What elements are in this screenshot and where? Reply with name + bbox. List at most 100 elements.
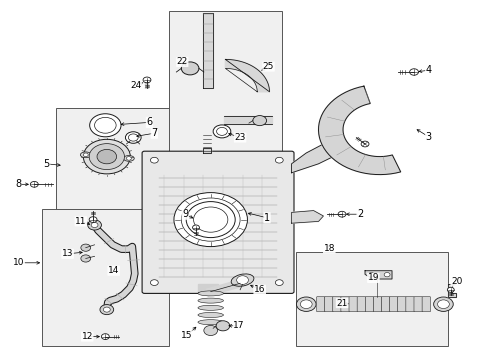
Circle shape: [128, 134, 138, 141]
Circle shape: [237, 276, 248, 284]
Circle shape: [90, 114, 121, 137]
Polygon shape: [225, 59, 270, 92]
Text: 6: 6: [147, 117, 152, 127]
Text: 17: 17: [233, 321, 245, 330]
Circle shape: [216, 321, 230, 331]
Circle shape: [204, 325, 218, 336]
FancyBboxPatch shape: [142, 151, 294, 293]
Text: 4: 4: [426, 65, 432, 75]
Circle shape: [338, 211, 346, 217]
Text: 8: 8: [15, 179, 21, 189]
Polygon shape: [198, 284, 218, 292]
Circle shape: [91, 222, 98, 228]
Circle shape: [143, 77, 151, 83]
Polygon shape: [318, 86, 401, 175]
FancyBboxPatch shape: [414, 297, 422, 312]
Circle shape: [83, 153, 88, 157]
Circle shape: [88, 220, 101, 230]
FancyBboxPatch shape: [357, 297, 366, 312]
Circle shape: [213, 125, 231, 138]
FancyBboxPatch shape: [341, 297, 349, 312]
Text: 7: 7: [151, 128, 157, 138]
Circle shape: [89, 144, 124, 170]
Circle shape: [174, 193, 247, 247]
Text: 20: 20: [451, 277, 463, 286]
Circle shape: [368, 273, 374, 277]
Circle shape: [217, 127, 227, 135]
FancyBboxPatch shape: [365, 297, 374, 312]
Text: 3: 3: [426, 132, 432, 142]
Polygon shape: [203, 148, 211, 153]
Text: 25: 25: [263, 62, 274, 71]
FancyBboxPatch shape: [382, 297, 390, 312]
Text: 1: 1: [264, 213, 270, 223]
Circle shape: [150, 280, 158, 285]
Text: 14: 14: [108, 266, 120, 275]
Text: 22: 22: [177, 57, 188, 66]
Ellipse shape: [198, 312, 223, 318]
Circle shape: [89, 217, 97, 222]
Text: 24: 24: [131, 81, 142, 90]
Text: 16: 16: [254, 285, 266, 294]
Circle shape: [81, 255, 91, 262]
Circle shape: [103, 307, 110, 312]
Circle shape: [300, 300, 312, 309]
Bar: [42, 209, 169, 346]
Text: 18: 18: [323, 244, 335, 253]
FancyBboxPatch shape: [390, 297, 398, 312]
Ellipse shape: [123, 156, 134, 161]
Text: 11: 11: [75, 217, 87, 226]
Text: 10: 10: [13, 258, 24, 267]
FancyBboxPatch shape: [317, 297, 325, 312]
Text: 2: 2: [357, 209, 363, 219]
Circle shape: [186, 202, 235, 238]
Circle shape: [83, 139, 130, 174]
Bar: [56, 108, 174, 209]
Ellipse shape: [198, 298, 223, 303]
Text: 9: 9: [182, 209, 188, 219]
Ellipse shape: [198, 320, 223, 325]
Ellipse shape: [198, 305, 223, 310]
Bar: [296, 252, 448, 346]
Text: 23: 23: [234, 133, 246, 142]
Circle shape: [253, 116, 267, 126]
Polygon shape: [365, 271, 392, 279]
FancyBboxPatch shape: [333, 297, 341, 312]
Circle shape: [275, 280, 283, 285]
Circle shape: [125, 132, 141, 143]
Circle shape: [193, 225, 199, 230]
Circle shape: [194, 207, 228, 232]
Bar: [169, 11, 282, 155]
Circle shape: [126, 157, 131, 160]
Circle shape: [410, 69, 418, 75]
Circle shape: [438, 300, 449, 309]
Circle shape: [95, 117, 116, 133]
Circle shape: [150, 157, 158, 163]
Ellipse shape: [80, 152, 91, 158]
FancyBboxPatch shape: [422, 297, 431, 312]
Text: 19: 19: [368, 274, 379, 282]
Text: 15: 15: [181, 331, 193, 340]
Circle shape: [30, 181, 38, 187]
FancyBboxPatch shape: [406, 297, 415, 312]
Circle shape: [181, 62, 199, 75]
Circle shape: [434, 297, 453, 311]
Polygon shape: [448, 284, 456, 297]
Circle shape: [447, 287, 454, 292]
FancyBboxPatch shape: [398, 297, 406, 312]
Circle shape: [81, 244, 91, 251]
FancyBboxPatch shape: [373, 297, 382, 312]
FancyBboxPatch shape: [349, 297, 358, 312]
FancyBboxPatch shape: [325, 297, 333, 312]
Circle shape: [296, 297, 316, 311]
Polygon shape: [224, 116, 272, 124]
Polygon shape: [203, 13, 213, 88]
Circle shape: [100, 305, 114, 315]
Circle shape: [101, 334, 109, 339]
Text: 12: 12: [81, 332, 93, 341]
Text: 21: 21: [336, 299, 348, 307]
Circle shape: [97, 149, 117, 164]
Polygon shape: [292, 140, 343, 173]
Polygon shape: [292, 211, 323, 223]
Ellipse shape: [198, 291, 223, 296]
